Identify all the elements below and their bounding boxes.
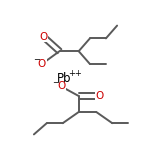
Text: O: O: [38, 59, 46, 69]
Text: O: O: [39, 32, 48, 42]
Text: ++: ++: [69, 69, 82, 78]
Text: O: O: [95, 91, 104, 101]
Text: O: O: [57, 81, 65, 91]
Text: −: −: [33, 55, 40, 64]
Text: Pb: Pb: [57, 72, 71, 85]
Text: −: −: [52, 78, 59, 87]
